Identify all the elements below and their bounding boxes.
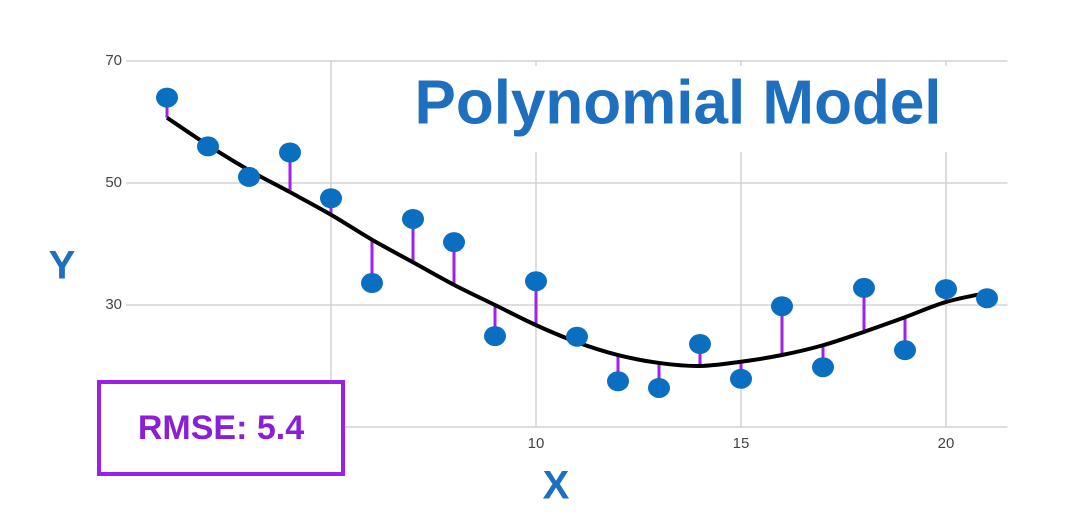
data-point	[525, 271, 547, 292]
data-point	[156, 87, 178, 108]
y-tick-label: 70	[105, 52, 122, 69]
rmse-label: RMSE: 5.4	[138, 409, 304, 447]
x-tick-label: 15	[733, 435, 750, 452]
x-axis-label: X	[543, 464, 570, 508]
chart-title: Polynomial Model	[414, 68, 941, 137]
y-axis-label: Y	[49, 244, 76, 288]
rmse-box	[97, 380, 345, 476]
data-point	[935, 279, 957, 300]
data-point	[238, 166, 260, 187]
data-point	[812, 357, 834, 378]
y-tick-label: 50	[105, 174, 122, 191]
data-point	[279, 142, 301, 163]
data-point	[648, 377, 670, 398]
x-tick-label: 20	[938, 435, 955, 452]
data-point	[443, 232, 465, 253]
y-tick-label: 30	[105, 296, 122, 313]
data-point	[484, 326, 506, 347]
data-point	[853, 277, 875, 298]
data-point	[771, 296, 793, 317]
data-point	[402, 208, 424, 229]
data-point	[361, 273, 383, 294]
data-point	[689, 334, 711, 355]
x-tick-label: 10	[528, 435, 545, 452]
data-point	[976, 288, 998, 309]
title-backdrop	[378, 66, 988, 152]
data-point	[566, 326, 588, 347]
data-point	[730, 368, 752, 389]
data-point	[320, 188, 342, 209]
data-point	[197, 136, 219, 157]
data-point	[607, 371, 629, 392]
marks	[156, 87, 998, 398]
data-point	[894, 340, 916, 361]
